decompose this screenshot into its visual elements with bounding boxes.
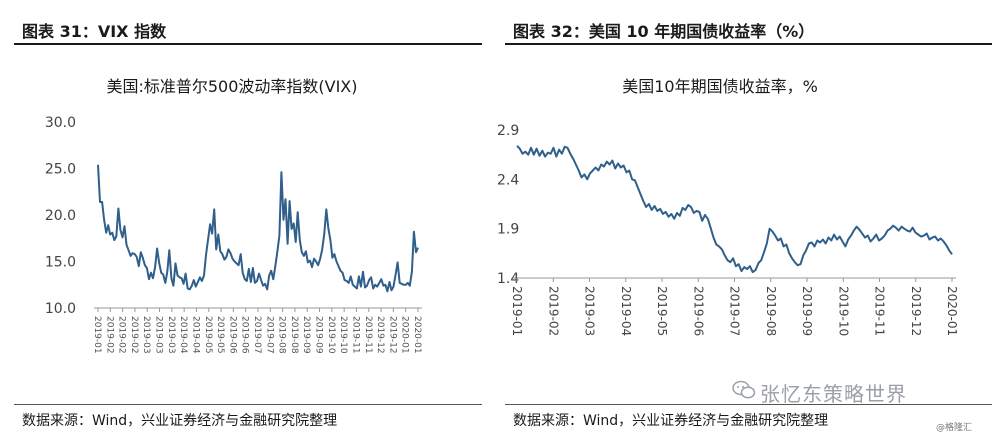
title-rule — [14, 43, 482, 45]
x-tick-label: 2019-08 — [289, 316, 299, 354]
y-tick-label: 30.0 — [45, 115, 76, 131]
x-tick-label: 2020-01 — [400, 316, 410, 354]
x-tick-label: 2019-02 — [546, 286, 560, 336]
x-tick-label: 2019-08 — [277, 316, 287, 354]
x-tick-label: 2019-02 — [117, 316, 127, 354]
source-note-treasury: 数据来源：Wind，兴业证券经济与金融研究院整理 — [513, 413, 829, 429]
credit-text: @格隆汇 — [936, 423, 973, 433]
x-tick-label: 2020-01 — [945, 286, 959, 336]
series-line — [516, 145, 953, 274]
x-tick-label: 2019-12 — [909, 286, 923, 336]
source-note-vix: 数据来源：Wind，兴业证券经济与金融研究院整理 — [22, 413, 338, 429]
title-rule — [505, 43, 992, 45]
x-tick-label: 2019-03 — [166, 316, 176, 354]
y-tick-label: 20.0 — [45, 208, 76, 224]
series-line — [97, 164, 419, 293]
x-tick-label: 2019-09 — [314, 316, 324, 354]
x-tick-label: 2019-06 — [240, 316, 250, 354]
x-tick-label: 2019-10 — [338, 316, 348, 354]
treasury-panel: 图表 32：美国 10 年期国债收益率（%） 美国10年期国债收益率，% 1.4 1… — [497, 0, 1000, 437]
vix-panel: 图表 31：VIX 指数 美国:标准普尔500波动率指数(VIX) 10.0 15.… — [0, 0, 490, 437]
footer-rule — [14, 404, 482, 405]
x-tick-label: 2019-04 — [190, 316, 200, 354]
x-tick-label: 2019-03 — [141, 316, 151, 354]
y-tick-label: 2.9 — [497, 123, 519, 139]
watermark-text: 张忆东策略世界 — [760, 382, 907, 406]
x-tick-label: 2019-03 — [583, 286, 597, 336]
x-tick-label: 2019-01 — [92, 316, 102, 354]
x-tick-label: 2019-05 — [203, 316, 213, 354]
x-tick-label: 2019-07 — [252, 316, 262, 354]
figure-title-vix: 图表 31：VIX 指数 — [22, 22, 167, 41]
x-tick-label: 2019-10 — [326, 316, 336, 354]
x-tick-label: 2019-05 — [655, 286, 669, 336]
y-tick-label: 1.4 — [497, 271, 519, 287]
y-tick-label: 15.0 — [45, 255, 76, 271]
x-tick-label: 2019-09 — [800, 286, 814, 336]
chart-title: 美国:标准普尔500波动率指数(VIX) — [106, 77, 357, 96]
x-tick-label: 2019-12 — [387, 316, 397, 354]
x-tick-label: 2019-03 — [154, 316, 164, 354]
x-tick-label: 2019-04 — [178, 316, 188, 354]
chart-title: 美国10年期国债收益率，% — [622, 77, 818, 96]
x-tick-label: 2019-11 — [873, 286, 887, 336]
x-tick-label: 2019-05 — [215, 316, 225, 354]
x-tick-label: 2019-06 — [227, 316, 237, 354]
y-tick-label: 10.0 — [45, 301, 76, 317]
x-tick-label: 2019-02 — [129, 316, 139, 354]
footer-rule — [505, 404, 992, 405]
x-tick-label: 2019-07 — [264, 316, 274, 354]
figure-title-treasury: 图表 32：美国 10 年期国债收益率（%） — [513, 22, 815, 41]
x-tick-label: 2019-06 — [691, 286, 705, 336]
y-tick-label: 1.9 — [497, 222, 519, 238]
x-tick-label: 2019-09 — [301, 316, 311, 354]
x-tick-label: 2019-12 — [375, 316, 385, 354]
y-tick-label: 25.0 — [45, 162, 76, 178]
x-tick-label: 2019-08 — [764, 286, 778, 336]
x-tick-label: 2019-02 — [104, 316, 114, 354]
x-tick-label: 2019-07 — [728, 286, 742, 336]
x-tick-label: 2020-01 — [412, 316, 422, 354]
x-tick-label: 2019-10 — [836, 286, 850, 336]
x-tick-label: 2019-11 — [363, 316, 373, 354]
y-tick-label: 2.4 — [497, 172, 519, 188]
wechat-icon — [732, 380, 756, 399]
x-tick-label: 2019-04 — [619, 286, 633, 336]
treasury-chart: 美国10年期国债收益率，% 1.4 1.9 2.4 2.9 2019-01 2019-02 2… — [497, 77, 959, 336]
vix-chart: 美国:标准普尔500波动率指数(VIX) 10.0 15.0 20.0 25.0 30.0… — [45, 77, 422, 354]
x-tick-label: 2019-11 — [350, 316, 360, 354]
x-tick-label: 2019-01 — [510, 286, 524, 336]
